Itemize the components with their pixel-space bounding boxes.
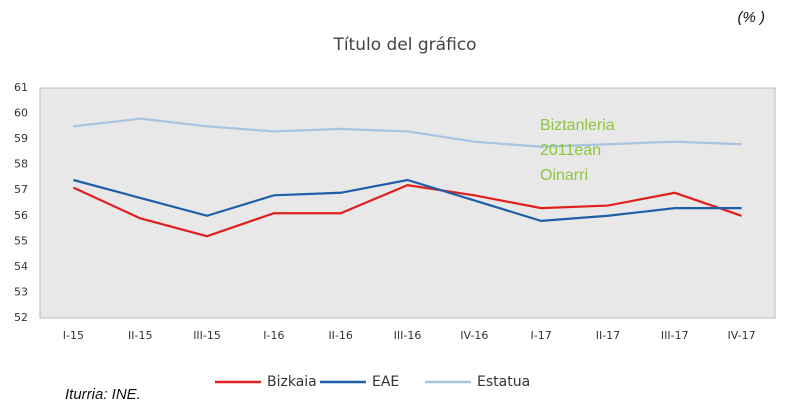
y-tick-label: 60 xyxy=(14,107,28,120)
chart-title: Título del gráfico xyxy=(332,35,476,55)
x-tick-label: I-17 xyxy=(531,329,552,342)
y-tick-label: 57 xyxy=(14,183,28,196)
y-tick-label: 54 xyxy=(14,260,28,273)
legend-label: Estatua xyxy=(477,374,530,390)
annotation: Oinarri xyxy=(540,167,588,184)
x-tick-label: III-17 xyxy=(661,329,689,342)
y-tick-label: 56 xyxy=(14,209,28,222)
source: Iturria: INE. xyxy=(65,386,141,403)
x-tick-label: II-17 xyxy=(596,329,620,342)
plot-area xyxy=(39,87,776,319)
y-tick-label: 58 xyxy=(14,158,28,171)
legend-label: Bizkaia xyxy=(267,374,317,390)
annotation: 2011ean xyxy=(540,142,601,159)
unit-label: (% ) xyxy=(738,9,766,26)
legend-label: EAE xyxy=(372,374,399,390)
x-tick-label: IV-17 xyxy=(728,329,756,342)
y-tick-label: 53 xyxy=(14,285,28,298)
x-tick-label: IV-16 xyxy=(460,329,488,342)
y-tick-label: 55 xyxy=(14,234,28,247)
y-tick-label: 59 xyxy=(14,132,28,145)
x-tick-label: III-15 xyxy=(193,329,221,342)
x-tick-label: III-16 xyxy=(394,329,422,342)
x-tick-label: I-16 xyxy=(263,329,284,342)
series-line xyxy=(72,183,742,238)
series-line xyxy=(73,117,742,148)
y-tick-label: 52 xyxy=(14,311,28,324)
x-tick-label: II-15 xyxy=(128,329,152,342)
x-tick-label: I-15 xyxy=(63,329,84,342)
y-tick-label: 61 xyxy=(14,81,28,94)
annotation: Biztanleria xyxy=(540,117,615,134)
series-line xyxy=(73,178,742,223)
x-tick-label: II-16 xyxy=(328,329,352,342)
